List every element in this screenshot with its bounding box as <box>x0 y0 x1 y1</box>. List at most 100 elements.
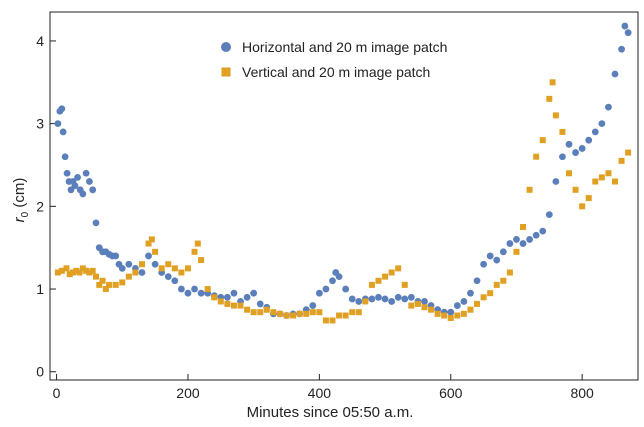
data-point <box>493 256 501 264</box>
data-point <box>513 248 520 255</box>
data-point <box>79 265 86 272</box>
x-axis-ticks: 0 200 400 600 800 <box>53 374 594 401</box>
data-point <box>329 317 336 324</box>
data-point <box>230 289 238 297</box>
data-point <box>198 257 205 264</box>
data-point <box>132 269 139 276</box>
data-point <box>112 252 120 260</box>
legend-label-horizontal: Horizontal and 20 m image patch <box>242 39 447 55</box>
data-point <box>250 309 257 316</box>
data-point <box>342 285 350 293</box>
data-point <box>322 317 329 324</box>
data-point <box>408 302 415 309</box>
data-point <box>329 277 336 285</box>
data-point <box>585 195 592 202</box>
data-point <box>493 281 500 288</box>
x-tick-label: 200 <box>176 385 200 401</box>
x-tick-label: 0 <box>53 385 61 401</box>
series-layer <box>54 22 632 324</box>
data-point <box>605 170 612 177</box>
data-point <box>237 302 244 309</box>
data-point <box>388 269 395 276</box>
data-point <box>112 281 119 288</box>
data-point <box>473 277 481 285</box>
data-point <box>342 312 349 319</box>
data-point <box>63 265 70 272</box>
data-point <box>487 290 494 297</box>
data-point <box>335 273 343 281</box>
data-point <box>92 273 99 280</box>
data-point <box>453 302 461 309</box>
data-point <box>559 128 566 135</box>
data-point <box>499 248 507 256</box>
y-tick-label: 3 <box>36 116 44 132</box>
data-point <box>572 149 579 156</box>
data-point <box>381 295 389 303</box>
data-point <box>605 103 612 111</box>
data-point <box>625 149 632 156</box>
plot-frame <box>49 11 639 381</box>
data-point <box>585 136 593 144</box>
data-point <box>263 306 270 313</box>
data-point <box>145 252 152 260</box>
data-point <box>506 240 514 247</box>
data-point <box>428 306 435 313</box>
data-point <box>148 236 155 243</box>
data-point <box>178 269 185 276</box>
data-point <box>171 277 179 285</box>
data-point <box>138 261 145 268</box>
x-tick-label: 600 <box>439 385 463 401</box>
data-point <box>388 298 396 305</box>
series-vertical <box>54 79 632 324</box>
data-point <box>624 29 632 37</box>
data-point <box>592 178 599 185</box>
data-point <box>197 289 205 297</box>
data-point <box>125 273 132 280</box>
data-point <box>447 314 454 321</box>
data-point <box>486 252 494 260</box>
data-point <box>611 70 619 78</box>
data-point <box>467 306 474 313</box>
data-point <box>572 186 579 193</box>
data-point <box>165 261 172 268</box>
legend: Horizontal and 20 m image patch Vertical… <box>221 39 447 80</box>
data-point <box>58 267 65 274</box>
data-point <box>549 79 556 86</box>
data-point <box>349 309 356 316</box>
y-tick-label: 2 <box>36 198 44 214</box>
data-point <box>89 186 97 194</box>
data-point <box>138 269 146 276</box>
data-point <box>191 285 198 293</box>
series-horizontal <box>54 22 632 319</box>
data-point <box>177 285 185 293</box>
data-point <box>152 248 159 255</box>
y-tick-label: 1 <box>36 281 44 297</box>
data-point <box>74 173 81 181</box>
data-point <box>565 140 573 148</box>
data-point <box>579 203 586 210</box>
y-axis-label-unit: (cm) <box>11 178 28 212</box>
data-point <box>61 153 69 161</box>
data-point <box>480 294 487 301</box>
plot-border <box>49 11 639 381</box>
data-point <box>106 281 113 288</box>
data-point <box>598 174 605 181</box>
data-point <box>223 293 231 301</box>
data-point <box>270 309 277 316</box>
y-tick-label: 0 <box>36 364 44 380</box>
data-point <box>171 265 178 272</box>
data-point <box>552 112 559 119</box>
data-point <box>151 260 159 268</box>
data-point <box>59 128 67 136</box>
legend-marker-vertical <box>221 67 231 77</box>
data-point <box>460 310 467 317</box>
data-point <box>83 267 90 274</box>
data-point <box>500 277 507 284</box>
x-tick-label: 400 <box>308 385 332 401</box>
data-point <box>283 312 290 319</box>
data-point <box>322 285 330 293</box>
data-point <box>54 120 62 128</box>
data-point <box>99 277 106 284</box>
y-tick-label: 4 <box>36 33 44 49</box>
data-point <box>447 308 455 316</box>
